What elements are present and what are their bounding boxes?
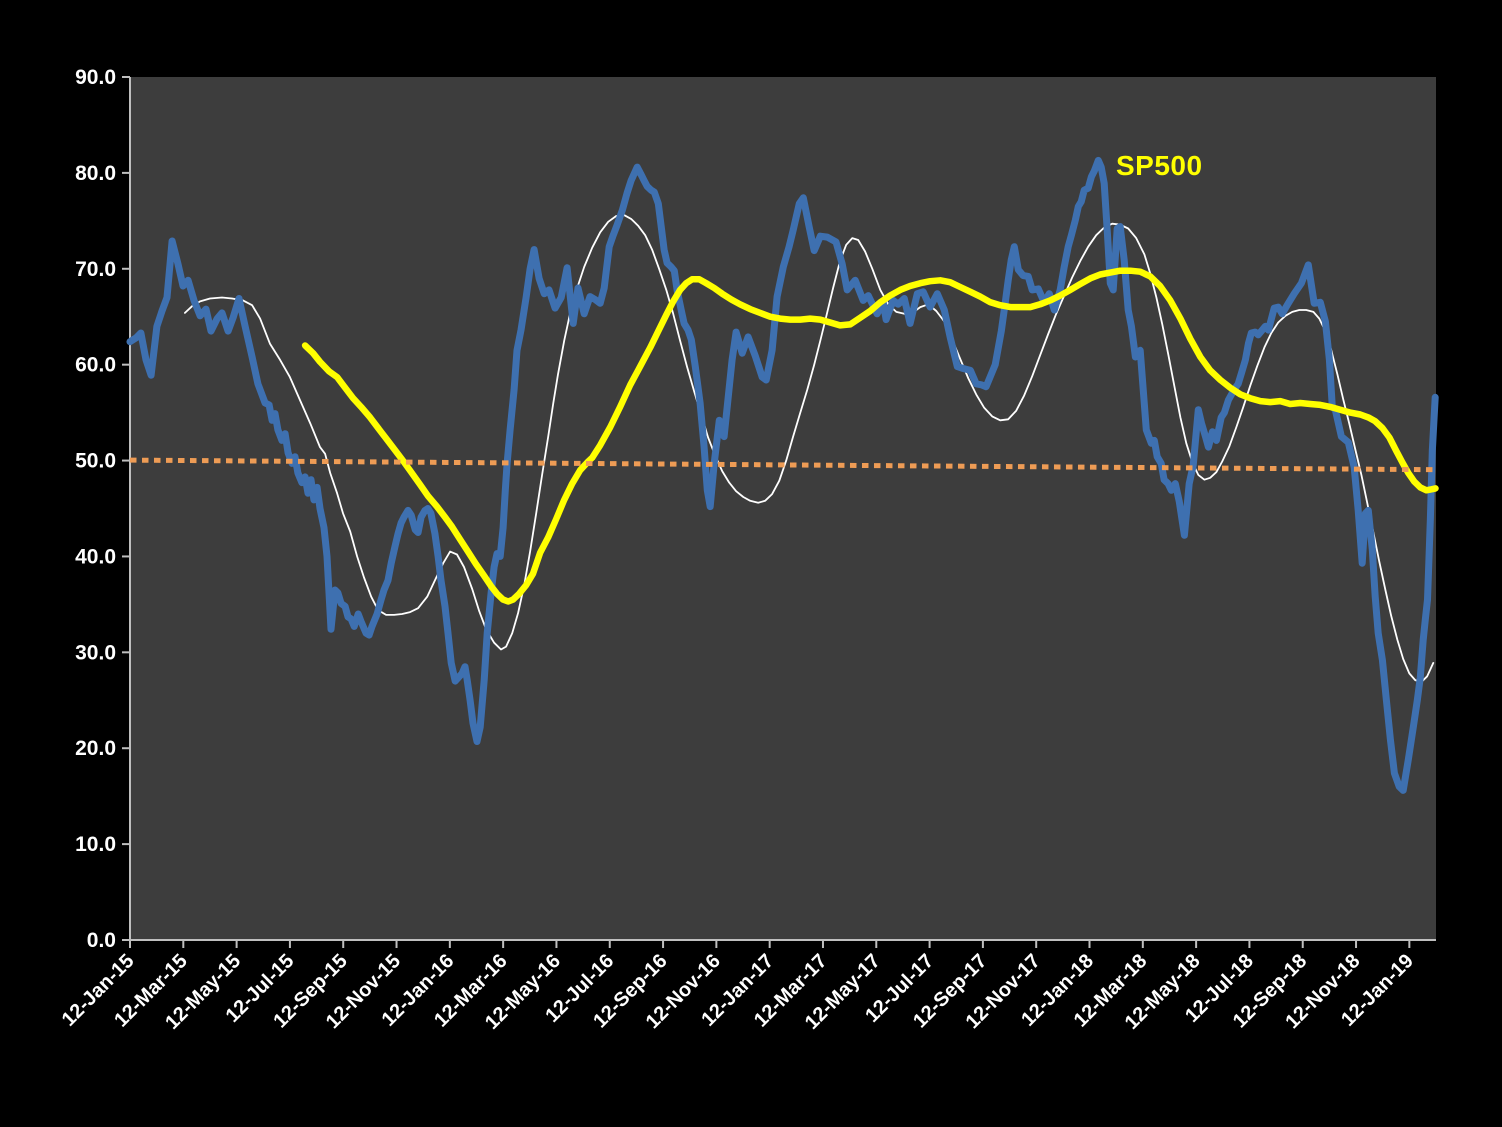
y-tick-label: 0.0 [87, 929, 116, 952]
plot-area [130, 77, 1436, 940]
sp500-yellow-line [301, 267, 1439, 605]
y-tick-label: 30.0 [75, 641, 116, 664]
y-tick-label: 80.0 [75, 162, 116, 185]
y-tick-label: 20.0 [75, 737, 116, 760]
white-smoothed-line [183, 214, 1435, 683]
sp500-series-label: SP500 [1116, 150, 1203, 181]
y-tick-label: 70.0 [75, 258, 116, 281]
blue-oscillator-line [126, 156, 1439, 794]
orange-dotted-trendline [129, 457, 1437, 473]
y-tick-label: 50.0 [75, 450, 116, 473]
y-tick-label: 40.0 [75, 545, 116, 568]
y-tick-label: 10.0 [75, 833, 116, 856]
y-tick-label: 90.0 [75, 66, 116, 89]
y-tick-label: 60.0 [75, 354, 116, 377]
